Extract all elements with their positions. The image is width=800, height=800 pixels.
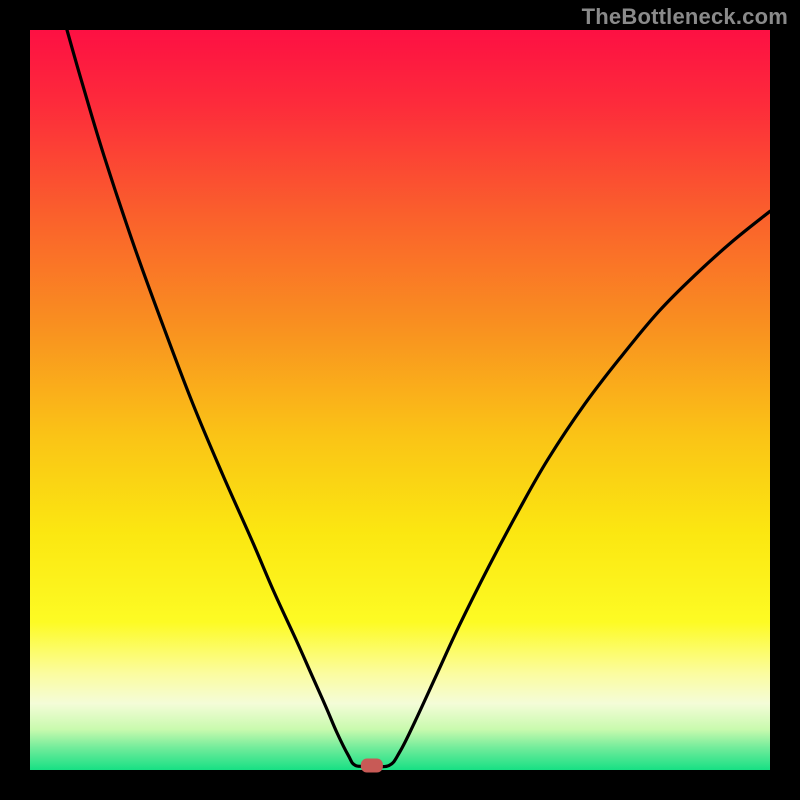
watermark-label: TheBottleneck.com <box>582 4 788 30</box>
bottleneck-chart <box>0 0 800 800</box>
chart-background <box>30 30 770 770</box>
optimal-marker <box>361 759 383 773</box>
